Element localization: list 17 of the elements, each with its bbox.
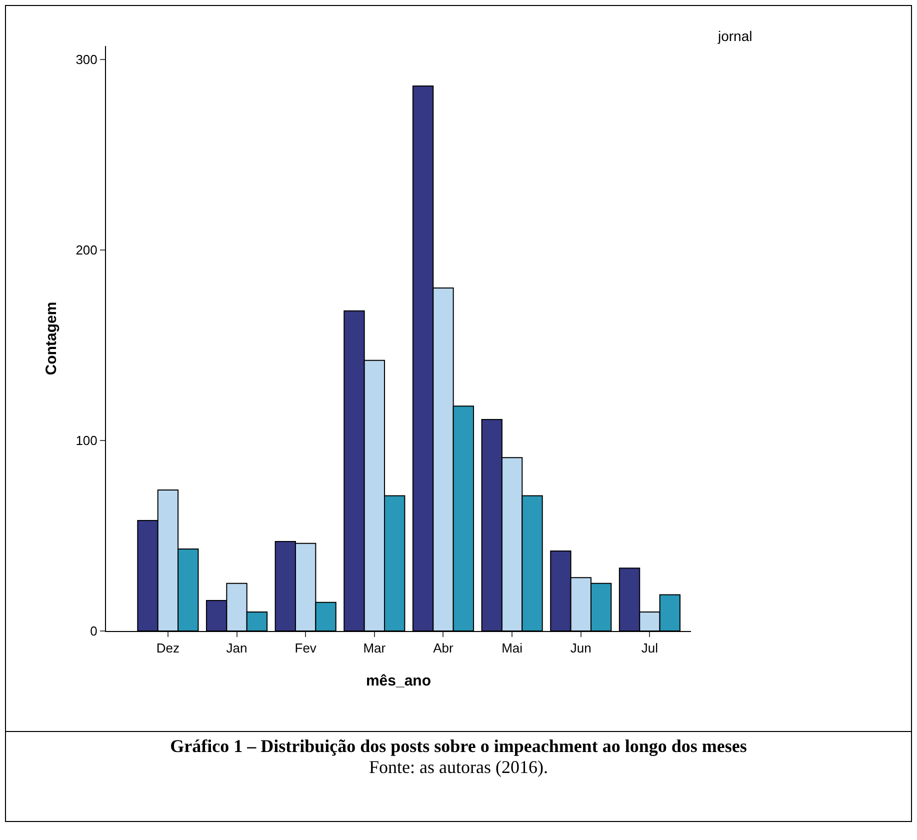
source-note: Fonte: as autoras (2016). — [368, 757, 549, 778]
y-tick-label: 0 — [90, 624, 98, 639]
y-tick-label: 300 — [76, 52, 98, 67]
y-tick-label: 200 — [76, 242, 98, 258]
y-tick-label: 100 — [76, 433, 98, 448]
text: Gráfico 1 – Distribuição dos posts sobre o impeachment ao longo dos meses — [169, 736, 748, 757]
y-axis-title: Contagem — [42, 302, 60, 376]
x-tick-label: Dez — [156, 640, 180, 656]
legend-title: jornal — [718, 28, 752, 44]
x-tick-label: Fev — [294, 640, 317, 656]
x-tick-label: Abr — [433, 640, 454, 656]
x-tick-label: Jan — [226, 640, 248, 656]
x-tick-label: Mai — [502, 640, 523, 656]
x-tick-label: Mar — [363, 640, 386, 656]
x-tick-label: Jul — [641, 640, 658, 656]
x-tick-label: Jun — [570, 640, 592, 656]
x-axis-title: mês_ano — [366, 672, 432, 690]
